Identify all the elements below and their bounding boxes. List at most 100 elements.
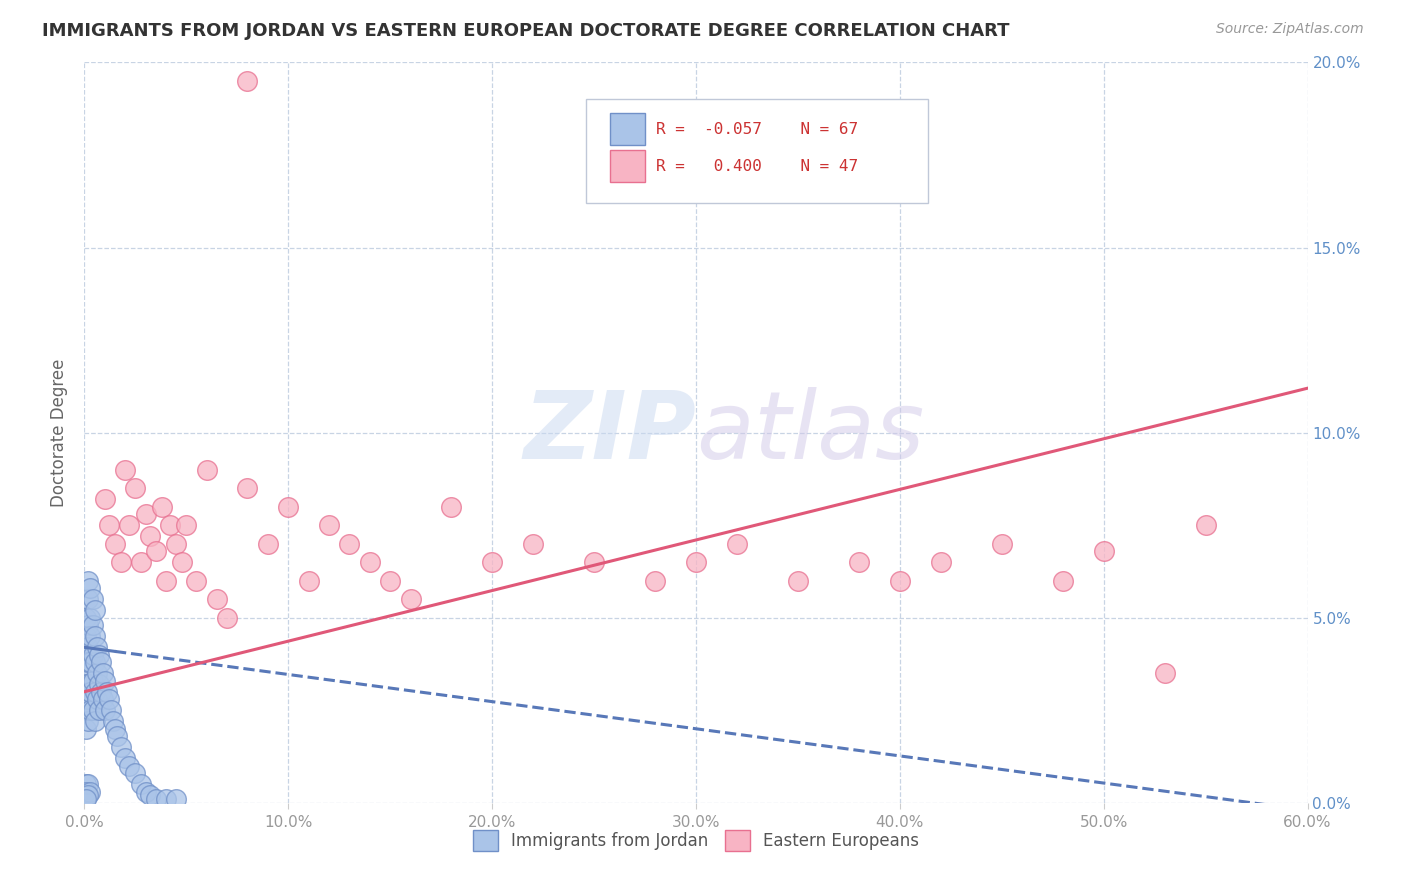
- Point: [150, 500, 173, 514]
- Point: [644, 574, 666, 588]
- Text: ZIP: ZIP: [523, 386, 696, 479]
- Point: [236, 481, 259, 495]
- Point: [1092, 544, 1115, 558]
- Point: [93, 492, 115, 507]
- Point: [104, 722, 127, 736]
- Point: [114, 751, 136, 765]
- Point: [83, 655, 105, 669]
- Point: [110, 740, 132, 755]
- Point: [75, 722, 97, 736]
- Point: [75, 648, 97, 662]
- Point: [83, 714, 105, 729]
- Point: [481, 555, 503, 569]
- Point: [93, 673, 115, 688]
- Point: [186, 574, 208, 588]
- Point: [236, 74, 259, 88]
- Point: [79, 785, 101, 799]
- Point: [1154, 666, 1177, 681]
- Point: [131, 777, 153, 791]
- Point: [104, 536, 127, 550]
- Point: [86, 692, 108, 706]
- Point: [91, 692, 114, 706]
- Point: [118, 518, 141, 533]
- Point: [83, 685, 105, 699]
- Point: [131, 555, 153, 569]
- Point: [440, 500, 463, 514]
- Point: [79, 655, 101, 669]
- Point: [93, 703, 115, 717]
- Point: [75, 610, 97, 624]
- Point: [339, 536, 361, 550]
- Point: [217, 610, 239, 624]
- Point: [298, 574, 321, 588]
- Point: [174, 518, 197, 533]
- Point: [79, 685, 101, 699]
- Point: [82, 618, 104, 632]
- Point: [90, 685, 112, 699]
- Point: [165, 536, 187, 550]
- Point: [75, 629, 97, 643]
- Point: [75, 792, 97, 806]
- Point: [79, 629, 101, 643]
- Point: [138, 529, 160, 543]
- Point: [77, 777, 100, 791]
- Text: R =   0.400    N = 47: R = 0.400 N = 47: [655, 159, 858, 174]
- Point: [96, 685, 118, 699]
- FancyBboxPatch shape: [586, 99, 928, 203]
- Point: [889, 574, 911, 588]
- Point: [138, 789, 160, 803]
- Point: [82, 673, 104, 688]
- Point: [399, 592, 422, 607]
- FancyBboxPatch shape: [610, 150, 644, 182]
- Point: [100, 703, 122, 717]
- Point: [77, 640, 100, 655]
- Point: [75, 655, 97, 669]
- Point: [195, 462, 218, 476]
- Point: [145, 544, 167, 558]
- Point: [277, 500, 299, 514]
- Point: [75, 677, 97, 691]
- Point: [77, 692, 100, 706]
- Point: [75, 777, 97, 791]
- Point: [159, 518, 181, 533]
- Point: [79, 581, 101, 595]
- Point: [83, 603, 105, 617]
- Point: [725, 536, 748, 550]
- Point: [318, 518, 340, 533]
- Point: [86, 640, 108, 655]
- Point: [1052, 574, 1074, 588]
- Point: [685, 555, 707, 569]
- Point: [135, 507, 157, 521]
- Point: [82, 648, 104, 662]
- Point: [86, 666, 108, 681]
- Point: [155, 574, 177, 588]
- Point: [787, 574, 810, 588]
- Point: [172, 555, 194, 569]
- Point: [83, 629, 105, 643]
- FancyBboxPatch shape: [610, 112, 644, 145]
- Point: [91, 666, 114, 681]
- Point: [87, 648, 110, 662]
- Point: [101, 714, 124, 729]
- Point: [124, 766, 146, 780]
- Point: [257, 536, 280, 550]
- Point: [97, 518, 120, 533]
- Point: [77, 789, 100, 803]
- Point: [87, 677, 110, 691]
- Point: [114, 462, 136, 476]
- Point: [583, 555, 606, 569]
- Point: [380, 574, 402, 588]
- Point: [1195, 518, 1218, 533]
- Point: [75, 785, 97, 799]
- Text: R =  -0.057    N = 67: R = -0.057 N = 67: [655, 121, 858, 136]
- Point: [105, 729, 128, 743]
- Point: [77, 677, 100, 691]
- Text: IMMIGRANTS FROM JORDAN VS EASTERN EUROPEAN DOCTORATE DEGREE CORRELATION CHART: IMMIGRANTS FROM JORDAN VS EASTERN EUROPE…: [42, 22, 1010, 40]
- Point: [118, 758, 141, 772]
- Point: [145, 792, 167, 806]
- Point: [97, 692, 120, 706]
- Point: [82, 703, 104, 717]
- Point: [79, 610, 101, 624]
- Text: Source: ZipAtlas.com: Source: ZipAtlas.com: [1216, 22, 1364, 37]
- Point: [90, 655, 112, 669]
